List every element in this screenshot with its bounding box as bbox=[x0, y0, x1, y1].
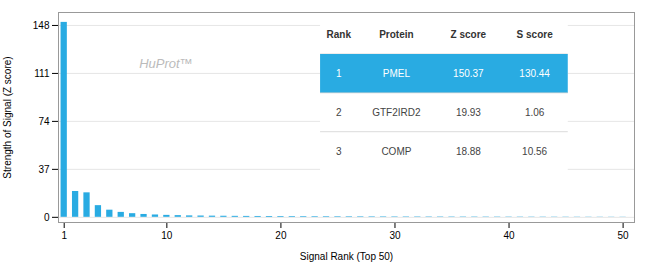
svg-text:Strength of Signal (Z score): Strength of Signal (Z score) bbox=[2, 56, 13, 178]
svg-text:GTF2IRD2: GTF2IRD2 bbox=[372, 107, 421, 118]
svg-text:HuProt™: HuProt™ bbox=[139, 56, 192, 71]
svg-text:Rank: Rank bbox=[327, 29, 352, 40]
svg-text:Z score: Z score bbox=[451, 29, 487, 40]
svg-text:74: 74 bbox=[38, 116, 50, 127]
svg-text:30: 30 bbox=[389, 230, 401, 241]
svg-text:150.37: 150.37 bbox=[453, 68, 484, 79]
svg-text:130.44: 130.44 bbox=[519, 68, 550, 79]
svg-text:148: 148 bbox=[33, 20, 50, 31]
svg-text:10: 10 bbox=[161, 230, 173, 241]
svg-text:19.93: 19.93 bbox=[456, 107, 481, 118]
svg-text:2: 2 bbox=[336, 107, 342, 118]
svg-text:50: 50 bbox=[618, 230, 630, 241]
svg-text:PMEL: PMEL bbox=[383, 68, 411, 79]
svg-text:111: 111 bbox=[34, 68, 50, 79]
svg-text:3: 3 bbox=[336, 146, 342, 157]
svg-text:1.06: 1.06 bbox=[525, 107, 545, 118]
svg-text:40: 40 bbox=[503, 230, 515, 241]
svg-text:0: 0 bbox=[44, 212, 50, 223]
svg-text:20: 20 bbox=[275, 230, 287, 241]
svg-text:37: 37 bbox=[38, 164, 50, 175]
svg-text:10.56: 10.56 bbox=[522, 146, 547, 157]
svg-text:S score: S score bbox=[517, 29, 554, 40]
svg-text:Signal Rank (Top 50): Signal Rank (Top 50) bbox=[300, 251, 393, 262]
svg-text:18.88: 18.88 bbox=[456, 146, 481, 157]
svg-text:1: 1 bbox=[61, 230, 67, 241]
svg-text:COMP: COMP bbox=[381, 146, 411, 157]
svg-text:Protein: Protein bbox=[379, 29, 413, 40]
svg-text:1: 1 bbox=[336, 68, 342, 79]
